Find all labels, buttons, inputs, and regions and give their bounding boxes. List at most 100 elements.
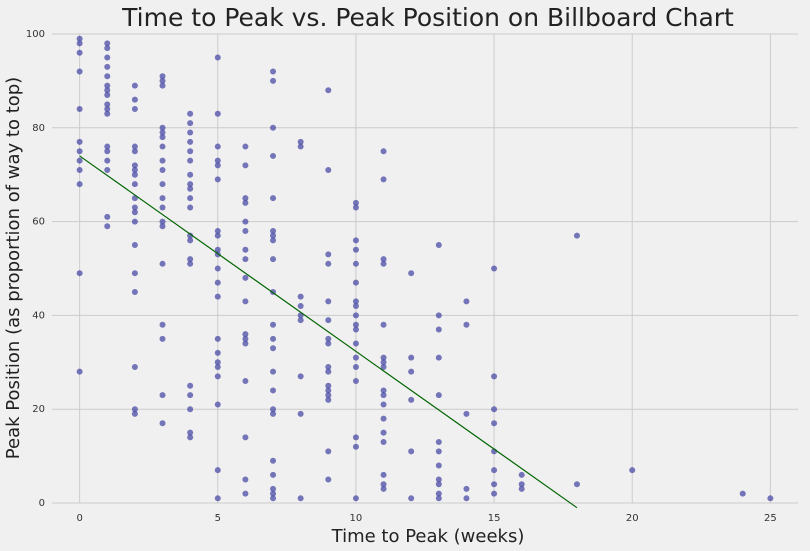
data-point (131, 204, 138, 211)
data-point (104, 143, 111, 150)
data-point (242, 199, 249, 206)
data-point (297, 373, 304, 380)
data-point (159, 82, 166, 89)
data-point (242, 335, 249, 342)
data-point (380, 485, 387, 492)
data-point (297, 303, 304, 310)
data-point (104, 213, 111, 220)
data-point (214, 143, 221, 150)
data-point (352, 495, 359, 502)
data-point (242, 298, 249, 305)
data-point (767, 495, 774, 502)
data-point (104, 106, 111, 113)
data-point (352, 340, 359, 347)
data-point (491, 420, 498, 427)
data-point (187, 434, 194, 441)
x-tick-label: 25 (764, 513, 777, 524)
data-point (76, 368, 83, 375)
data-point (380, 392, 387, 399)
data-point (214, 279, 221, 286)
data-point (435, 481, 442, 488)
data-point (214, 359, 221, 366)
data-point (270, 345, 277, 352)
data-point (435, 312, 442, 319)
data-point (352, 298, 359, 305)
data-point (408, 270, 415, 277)
data-point (214, 265, 221, 272)
data-point (159, 73, 166, 80)
data-point (270, 232, 277, 239)
data-point (159, 124, 166, 131)
data-point (187, 406, 194, 413)
data-point (159, 392, 166, 399)
data-point (270, 195, 277, 202)
data-point (435, 462, 442, 469)
data-point (380, 471, 387, 478)
data-point (242, 331, 249, 338)
y-axis-label: Peak Position (as proportion of way to t… (3, 77, 24, 459)
data-point (270, 471, 277, 478)
data-point (463, 298, 470, 305)
data-point (325, 335, 332, 342)
data-point (242, 378, 249, 385)
data-point (325, 251, 332, 258)
data-point (76, 49, 83, 56)
data-point (242, 476, 249, 483)
data-point (325, 87, 332, 94)
data-point (159, 181, 166, 188)
data-point (352, 443, 359, 450)
data-point (104, 40, 111, 47)
data-point (214, 401, 221, 408)
data-point (187, 392, 194, 399)
data-point (131, 167, 138, 174)
data-point (214, 176, 221, 183)
data-point (159, 157, 166, 164)
data-point (187, 181, 194, 188)
data-point (352, 363, 359, 370)
data-point (270, 68, 277, 75)
data-point (297, 143, 304, 150)
data-point (325, 340, 332, 347)
data-point (214, 246, 221, 253)
data-point (352, 354, 359, 361)
data-point (131, 288, 138, 295)
data-point (214, 227, 221, 234)
y-tick-label: 100 (26, 29, 45, 40)
data-point (270, 457, 277, 464)
data-point (463, 321, 470, 328)
data-point (104, 167, 111, 174)
data-point (76, 106, 83, 113)
data-point (242, 274, 249, 281)
data-point (463, 485, 470, 492)
data-point (380, 148, 387, 155)
data-point (187, 429, 194, 436)
data-point (408, 354, 415, 361)
data-point (435, 242, 442, 249)
data-point (408, 368, 415, 375)
data-point (380, 387, 387, 394)
data-point (491, 467, 498, 474)
data-point (104, 101, 111, 108)
data-point (76, 68, 83, 75)
data-point (187, 260, 194, 267)
data-point (408, 396, 415, 403)
data-point (159, 134, 166, 141)
data-point (214, 293, 221, 300)
data-point (242, 143, 249, 150)
data-point (104, 82, 111, 89)
data-point (187, 256, 194, 263)
data-point (104, 54, 111, 61)
data-point (435, 448, 442, 455)
data-point (325, 392, 332, 399)
plot-area (52, 34, 798, 503)
data-point (325, 382, 332, 389)
data-point (435, 495, 442, 502)
data-point (214, 162, 221, 169)
data-point (131, 148, 138, 155)
data-point (104, 157, 111, 164)
data-point (187, 185, 194, 192)
data-point (214, 110, 221, 117)
y-tick-label: 20 (32, 404, 45, 415)
data-point (214, 349, 221, 356)
